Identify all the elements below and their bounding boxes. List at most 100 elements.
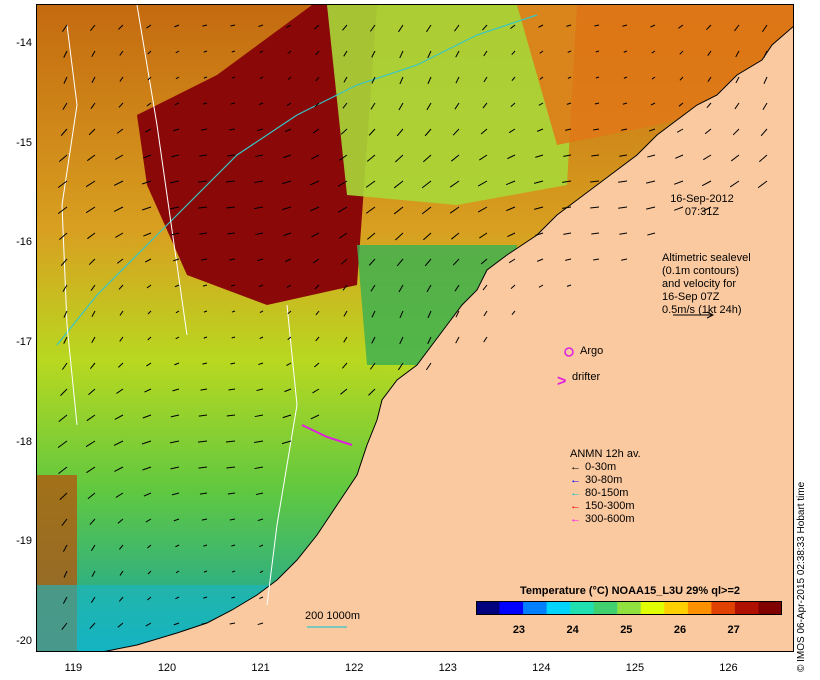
anmn-legend-item: ← 30-80m <box>570 474 641 487</box>
velocity-arrow <box>651 50 656 54</box>
velocity-arrow <box>507 154 516 160</box>
velocity-arrow <box>315 50 320 56</box>
velocity-arrow <box>398 24 404 33</box>
anmn-legend-item: ← 300-600m <box>570 513 641 526</box>
drifter-track <box>301 424 353 446</box>
velocity-arrow <box>650 24 656 28</box>
velocity-arrow <box>337 206 348 213</box>
velocity-arrow <box>534 180 544 184</box>
sealevel-contour <box>61 24 78 426</box>
velocity-arrow <box>370 24 376 32</box>
velocity-arrow <box>171 492 180 496</box>
velocity-arrow <box>284 388 292 393</box>
velocity-arrow <box>227 492 236 495</box>
velocity-arrow <box>198 206 208 209</box>
velocity-arrow <box>200 388 208 391</box>
velocity-arrow <box>175 544 180 548</box>
anmn-legend-label: 150-300m <box>585 500 635 512</box>
velocity-arrow <box>147 544 152 549</box>
velocity-arrow <box>57 440 68 449</box>
colorbar-tick-label: 23 <box>512 624 526 636</box>
velocity-arrow <box>311 154 320 160</box>
velocity-arrow <box>201 518 208 521</box>
velocity-arrow <box>227 232 236 235</box>
velocity-arrow <box>113 206 124 212</box>
colorbar-segment <box>499 601 524 615</box>
velocity-arrow <box>619 154 628 157</box>
velocity-arrow <box>477 206 488 213</box>
velocity-arrow <box>63 310 68 318</box>
colorbar-tick-label: 26 <box>673 624 687 636</box>
velocity-arrow <box>59 232 68 241</box>
velocity-arrow <box>146 102 152 107</box>
velocity-arrow <box>312 388 320 394</box>
velocity-arrow <box>651 76 656 80</box>
velocity-arrow <box>287 50 292 55</box>
velocity-arrow <box>646 206 656 210</box>
velocity-arrow <box>257 518 264 522</box>
velocity-arrow <box>229 128 236 131</box>
velocity-arrow <box>227 154 236 157</box>
velocity-arrow <box>399 50 404 59</box>
velocity-arrow <box>88 128 96 136</box>
velocity-arrow <box>62 544 68 552</box>
velocity-arrow <box>146 362 152 367</box>
velocity-arrow <box>595 50 600 53</box>
velocity-arrow <box>623 76 628 79</box>
velocity-arrow <box>398 284 404 293</box>
velocity-arrow <box>119 76 124 82</box>
lon-tick-label: 121 <box>251 662 270 674</box>
velocity-arrow <box>505 180 516 186</box>
velocity-arrow <box>337 180 348 187</box>
velocity-arrow <box>370 102 376 110</box>
velocity-arrow <box>171 154 180 158</box>
velocity-arrow <box>173 622 180 626</box>
velocity-arrow <box>371 76 376 84</box>
velocity-arrow <box>312 258 320 264</box>
velocity-arrow <box>57 180 68 189</box>
colorbar-title: Temperature (°C) NOAA15_L3U 29% ql>=2 <box>520 585 740 597</box>
velocity-arrow <box>147 50 152 55</box>
velocity-arrow <box>511 50 516 55</box>
velocity-arrow <box>450 154 460 162</box>
velocity-arrow <box>283 232 292 237</box>
velocity-arrow <box>734 24 740 32</box>
velocity-arrow <box>258 362 264 366</box>
velocity-arrow <box>399 336 404 345</box>
velocity-arrow <box>368 388 376 396</box>
velocity-arrow <box>86 466 96 474</box>
velocity-arrow <box>426 102 432 111</box>
velocity-arrow <box>145 622 152 627</box>
velocity-arrow <box>147 76 152 81</box>
velocity-arrow <box>257 258 264 262</box>
velocity-arrow <box>621 258 628 261</box>
velocity-arrow <box>145 518 152 523</box>
velocity-arrow <box>455 76 460 84</box>
velocity-arrow <box>175 50 180 54</box>
velocity-arrow <box>508 258 516 264</box>
velocity-arrow <box>365 206 376 214</box>
drifter-label: drifter <box>572 371 601 383</box>
velocity-arrow <box>88 388 96 396</box>
velocity-arrow <box>424 258 432 267</box>
velocity-arrow <box>455 50 460 58</box>
velocity-arrow <box>647 154 656 158</box>
velocity-arrow <box>90 24 96 32</box>
velocity-arrow <box>421 180 432 189</box>
velocity-arrow <box>147 336 152 341</box>
velocity-arrow <box>455 310 460 318</box>
velocity-arrow <box>477 180 488 187</box>
velocity-arrow <box>174 284 180 288</box>
lat-tick-label: -16 <box>16 236 32 249</box>
velocity-arrow <box>230 24 236 27</box>
velocity-arrow <box>482 284 488 291</box>
velocity-arrow <box>370 284 376 292</box>
velocity-arrow <box>119 336 124 342</box>
velocity-arrow <box>259 336 264 340</box>
velocity-arrow <box>255 492 264 496</box>
velocity-arrow <box>309 206 320 212</box>
velocity-arrow <box>341 362 348 369</box>
velocity-arrow <box>170 180 180 184</box>
velocity-arrow <box>258 284 264 288</box>
sst-map[interactable]: > <box>36 4 794 652</box>
